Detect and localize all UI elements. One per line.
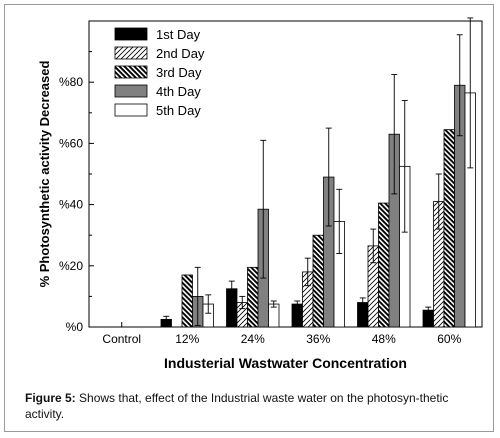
y-tick-label: %80 xyxy=(59,75,83,89)
bar-3rd-day xyxy=(247,266,259,328)
x-tick-label: 60% xyxy=(437,332,461,346)
y-tick-label: %0 xyxy=(66,320,84,334)
figure-caption: Figure 5: Shows that, effect of the Indu… xyxy=(25,390,483,422)
legend-label: 3rd Day xyxy=(156,65,202,80)
x-tick-label: 36% xyxy=(306,332,330,346)
figure-frame: %0 %20 %40 %60 %80 Control 12% 24% 36% 48% 60% Indu… xyxy=(4,4,494,432)
y-tick-label: %20 xyxy=(59,259,83,273)
legend-label: 5th Day xyxy=(156,103,201,118)
x-tick-label: 48% xyxy=(372,332,396,346)
y-axis-title: % Photosynthetic activity Decreased xyxy=(37,61,52,288)
legend-label: 1st Day xyxy=(156,27,201,42)
legend-label: 4th Day xyxy=(156,84,201,99)
bar-3rd-day xyxy=(181,274,193,328)
y-tick-label: %40 xyxy=(59,198,83,212)
legend-swatch xyxy=(114,65,148,79)
bar-chart: %0 %20 %40 %60 %80 Control 12% 24% 36% 48% 60% Indu… xyxy=(37,17,483,371)
legend-swatch xyxy=(114,103,148,117)
caption-label: Figure 5: xyxy=(25,391,76,405)
bar-3rd-day xyxy=(443,129,455,328)
bar-3rd-day xyxy=(312,234,324,328)
caption-text: Shows that, effect of the Industrial was… xyxy=(25,391,449,421)
x-tick-label: Control xyxy=(102,332,141,346)
y-tick-label: %60 xyxy=(59,136,83,150)
x-tick-label: 24% xyxy=(241,332,265,346)
legend-swatch xyxy=(114,27,148,41)
bar-3rd-day xyxy=(378,202,390,328)
legend-swatch xyxy=(114,84,148,98)
plot-area-frame xyxy=(88,20,483,328)
x-tick-label: 12% xyxy=(175,332,199,346)
legend-label: 2nd Day xyxy=(156,46,205,61)
x-axis-title: Industerial Wastwater Concentration xyxy=(164,355,407,371)
legend-swatch xyxy=(114,46,148,60)
